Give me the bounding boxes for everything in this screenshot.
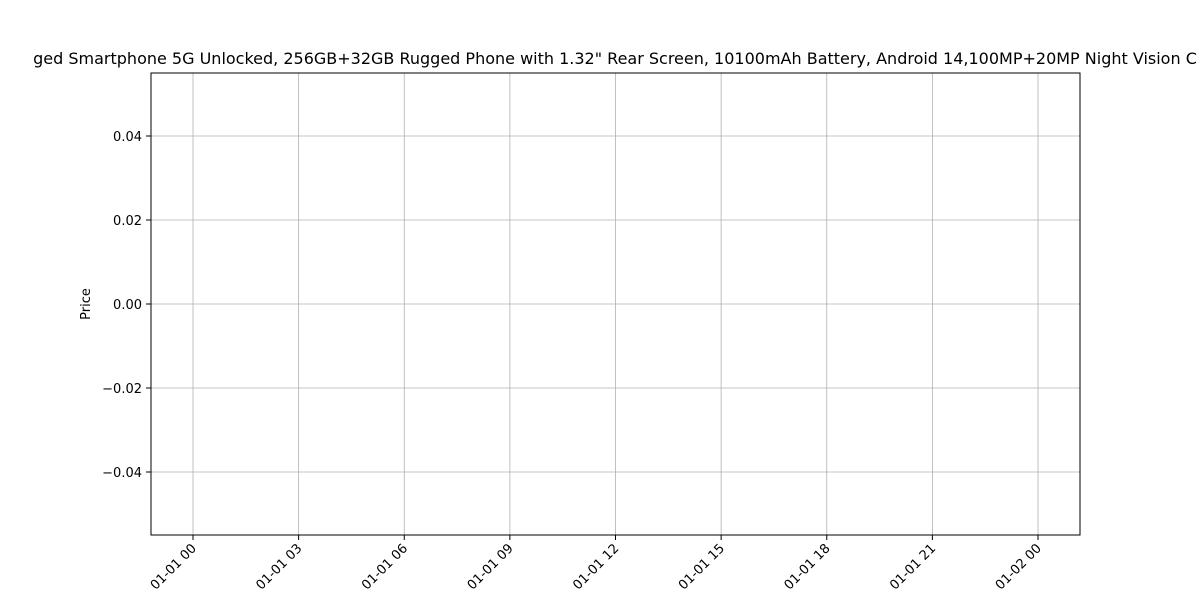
x-tick-label: 01-02 00: [993, 541, 1045, 593]
x-tick-label: 01-01 15: [676, 541, 728, 593]
chart-title: ged Smartphone 5G Unlocked, 256GB+32GB R…: [33, 49, 1197, 68]
x-tick-label: 01-01 18: [782, 541, 834, 593]
x-tick-label: 01-01 03: [254, 541, 306, 593]
y-axis-label: Price: [79, 288, 94, 320]
y-tick-label: 0.02: [113, 214, 142, 229]
y-tick-label: −0.02: [102, 382, 142, 397]
x-tick-label: 01-01 09: [465, 541, 517, 593]
plot-area-frame: [150, 72, 1081, 536]
x-tick-label: 01-01 06: [359, 541, 411, 593]
x-axis-ticks: 01-01 00 01-01 03 01-01 06 01-01 09 01-01 12…: [148, 535, 1045, 593]
y-tick-label: −0.04: [102, 466, 142, 481]
x-tick-label: 01-01 12: [570, 541, 622, 593]
grid-lines: [151, 73, 1080, 535]
x-tick-label: 01-01 00: [148, 541, 200, 593]
y-tick-label: 0.04: [113, 130, 142, 145]
y-tick-label: 0.00: [113, 298, 142, 313]
x-tick-label: 01-01 21: [887, 541, 939, 593]
y-axis-ticks: 0.04 0.02 0.00 −0.02 −0.04: [102, 130, 151, 481]
